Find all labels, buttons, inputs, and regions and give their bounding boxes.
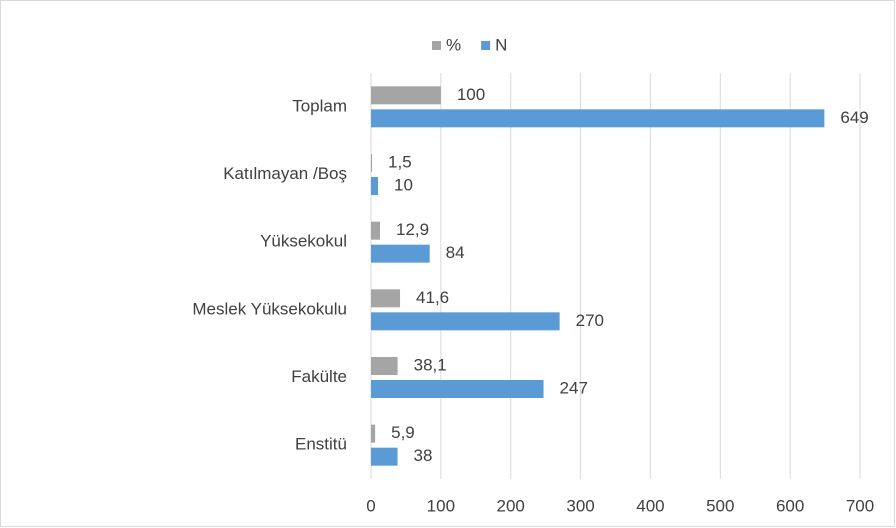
- data-label: 100: [457, 85, 485, 104]
- legend-swatch: [481, 41, 491, 50]
- x-tick-label: 400: [636, 496, 664, 515]
- data-label: 38,1: [414, 355, 447, 374]
- x-tick-label: 600: [776, 496, 804, 515]
- data-label: 270: [576, 311, 604, 330]
- y-tick-label: Katılmayan /Boş: [223, 164, 347, 183]
- bar: [371, 380, 544, 398]
- data-label: 41,6: [416, 288, 449, 307]
- data-label: 12,9: [396, 220, 429, 239]
- data-label: 10: [394, 175, 413, 194]
- bar: [371, 86, 441, 105]
- y-tick-label: Toplam: [292, 96, 347, 115]
- x-tick-label: 200: [497, 496, 525, 515]
- legend-label: N: [495, 35, 507, 54]
- y-tick-label: Yüksekokul: [260, 232, 347, 251]
- x-tick-label: 700: [846, 496, 874, 515]
- bar: [371, 177, 378, 195]
- data-label: 649: [840, 108, 868, 127]
- bar: [371, 244, 430, 263]
- y-tick-label: Enstitü: [295, 435, 347, 454]
- x-tick-label: 300: [566, 496, 594, 515]
- legend-label: %: [446, 35, 461, 54]
- bar: [371, 424, 376, 443]
- bar: [371, 289, 401, 308]
- data-label: 38: [414, 446, 433, 465]
- legend-swatch: [432, 41, 441, 50]
- data-label: 1,5: [388, 152, 412, 171]
- x-tick-label: 500: [706, 496, 734, 515]
- x-tick-label: 0: [366, 496, 375, 515]
- data-label: 247: [560, 378, 588, 397]
- bar: [371, 312, 560, 331]
- bar: [371, 357, 398, 375]
- bar: [371, 447, 398, 466]
- y-tick-label: Meslek Yüksekokulu: [192, 299, 347, 318]
- x-tick-label: 100: [427, 496, 455, 515]
- data-label: 84: [446, 243, 465, 262]
- y-tick-label: Fakülte: [291, 367, 347, 386]
- data-label: 5,9: [391, 423, 415, 442]
- bar: [371, 109, 825, 128]
- bar: [371, 154, 373, 172]
- bar: [371, 221, 381, 240]
